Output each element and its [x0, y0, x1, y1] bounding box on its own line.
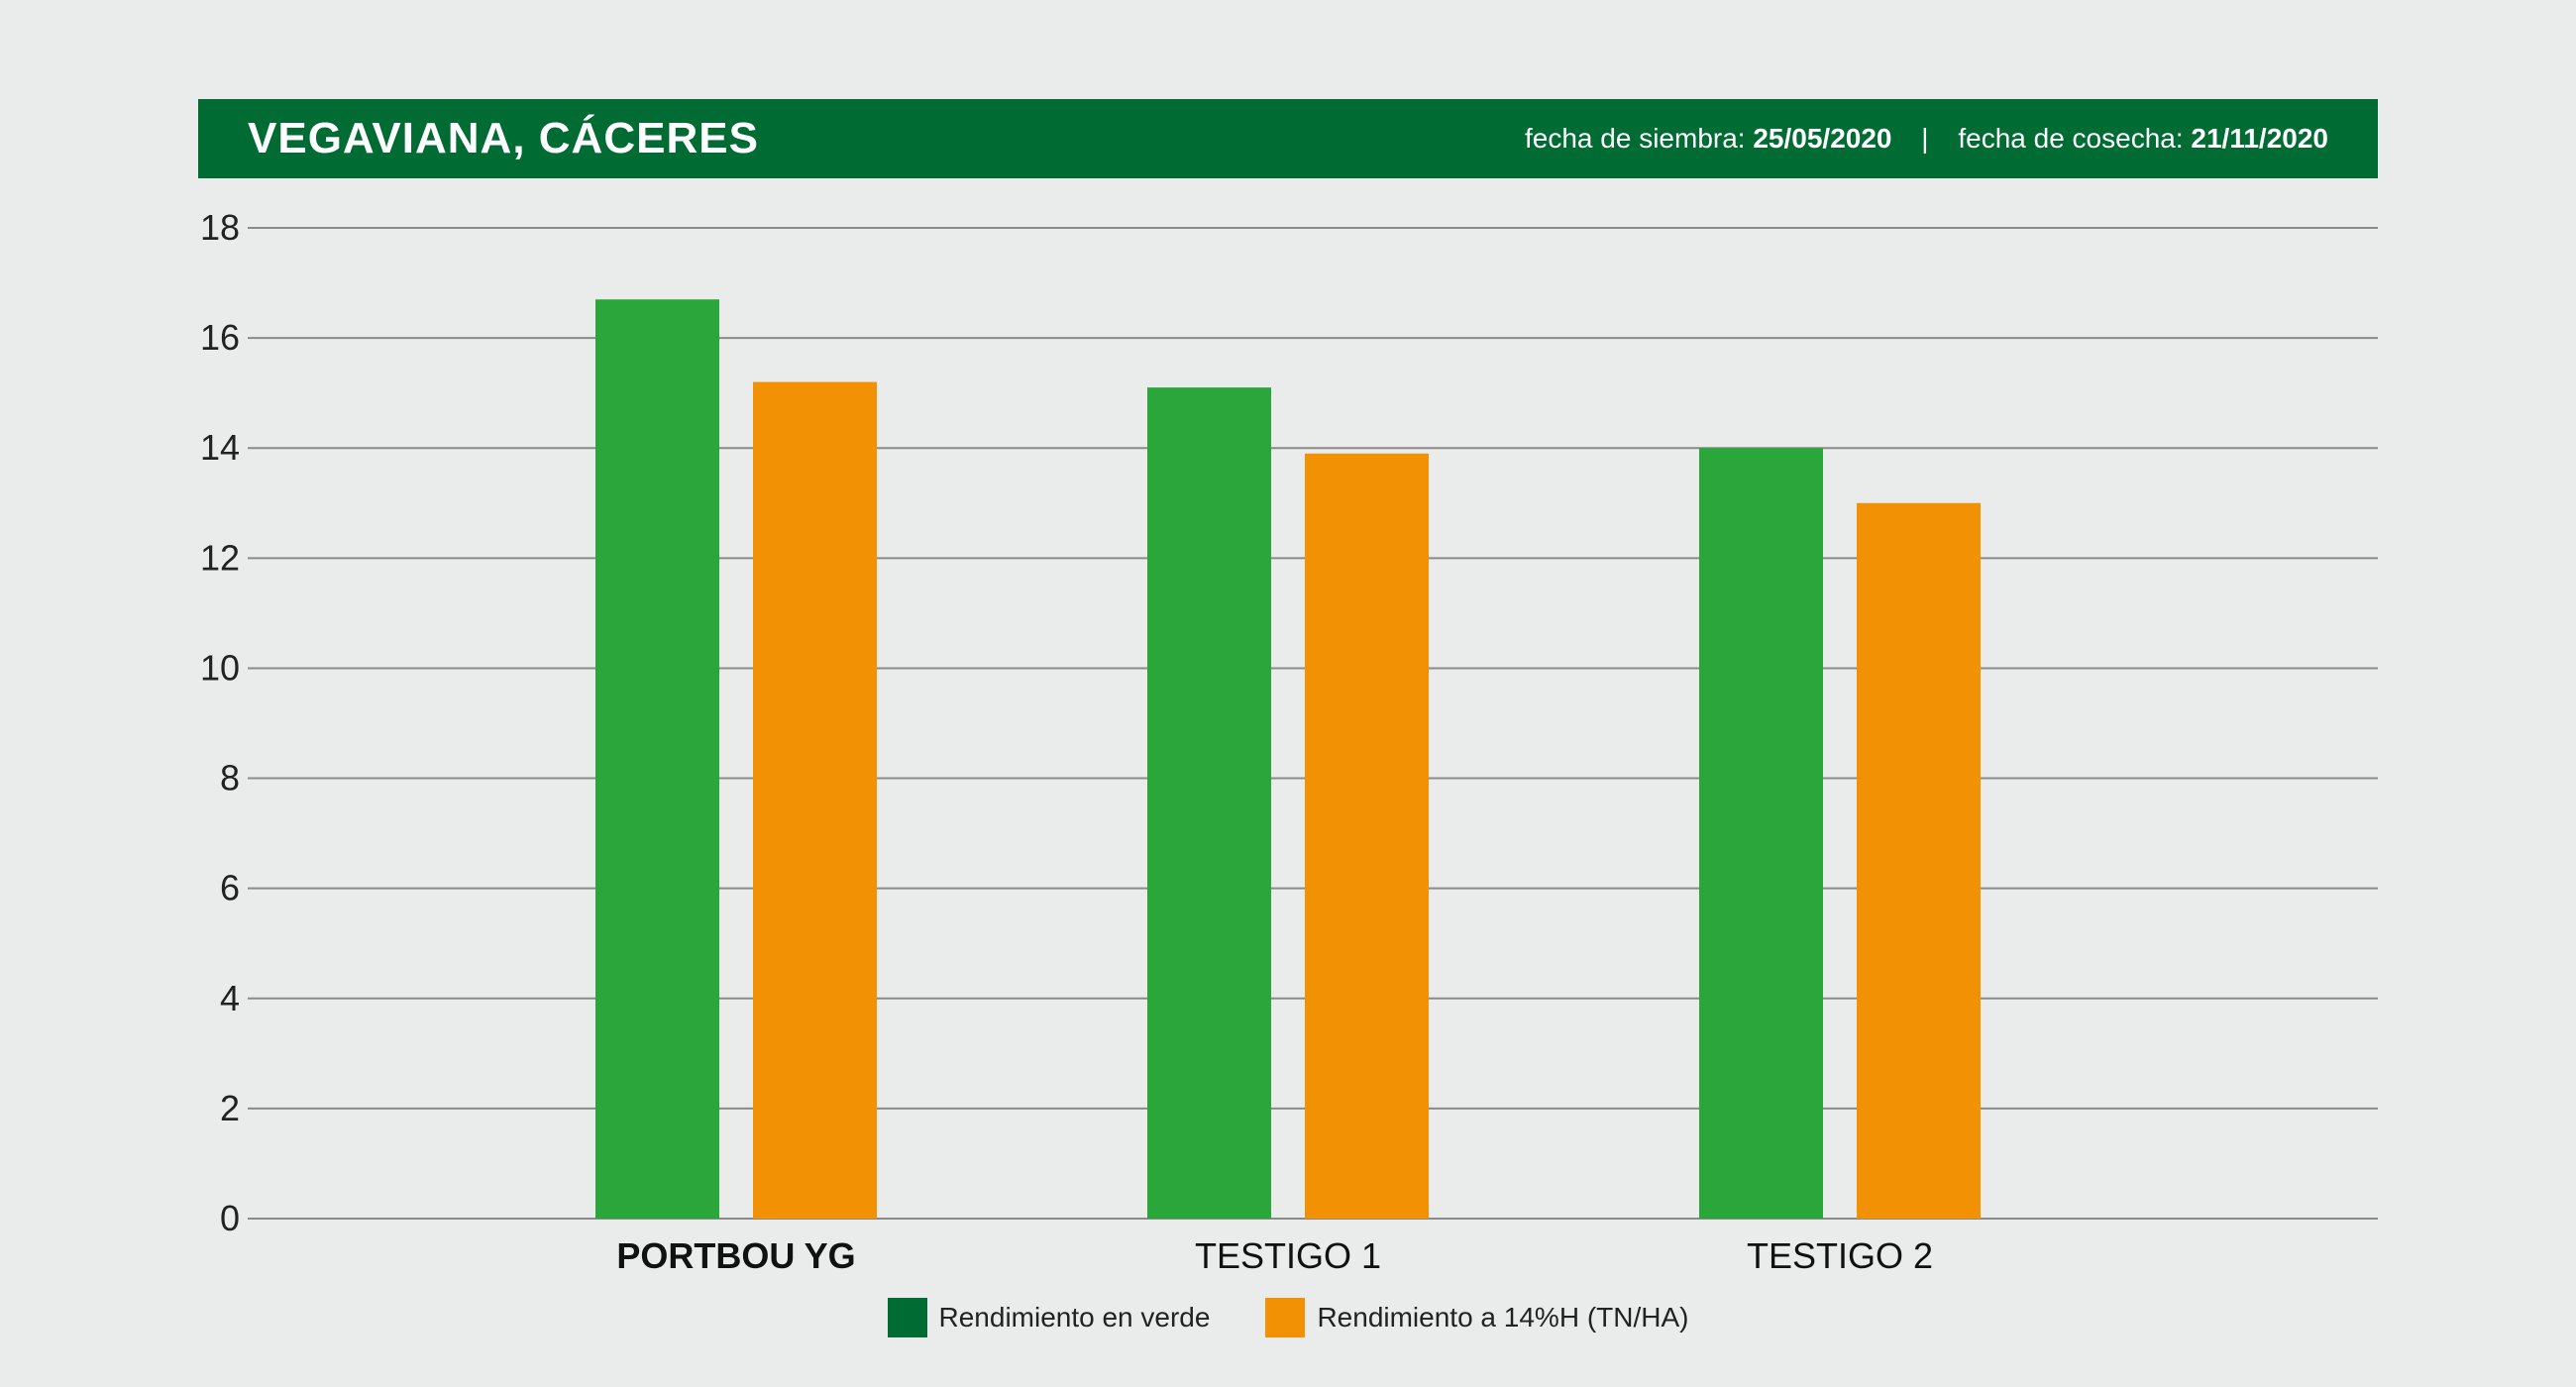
- bar-14h: [753, 381, 877, 1219]
- y-tick-label: 6: [220, 868, 240, 908]
- date-separator: |: [1921, 123, 1929, 154]
- y-tick-label: 16: [200, 317, 240, 358]
- legend-swatch-14h: [1265, 1298, 1306, 1337]
- harvest-date: 21/11/2020: [2191, 123, 2328, 154]
- chart-header: VEGAVIANA, CÁCERES fecha de siembra: 25/…: [198, 99, 2378, 178]
- bar-14h: [1857, 502, 1981, 1219]
- y-tick-label: 10: [200, 647, 240, 688]
- y-tick-label: 14: [200, 427, 240, 468]
- legend-item-14h: Rendimiento a 14%H (TN/HA): [1265, 1298, 1688, 1337]
- x-category-label: PORTBOU YG: [616, 1235, 855, 1276]
- sowing-label: fecha de siembra:: [1525, 123, 1746, 154]
- y-tick-label: 12: [200, 537, 240, 578]
- chart-title: VEGAVIANA, CÁCERES: [248, 114, 759, 162]
- bar-verde: [1147, 387, 1271, 1220]
- y-tick-label: 0: [220, 1198, 240, 1238]
- y-tick-label: 8: [220, 758, 240, 799]
- y-tick-label: 2: [220, 1088, 240, 1128]
- legend-label-verde: Rendimiento en verde: [938, 1302, 1211, 1333]
- legend-item-verde: Rendimiento en verde: [887, 1298, 1211, 1337]
- y-tick-label: 4: [220, 978, 240, 1018]
- harvest-label: fecha de cosecha:: [1958, 123, 2184, 154]
- x-category-label: TESTIGO 2: [1747, 1235, 1933, 1276]
- legend-label-14h: Rendimiento a 14%H (TN/HA): [1317, 1302, 1689, 1333]
- sowing-date: 25/05/2020: [1753, 123, 1892, 154]
- y-tick-label: 18: [200, 207, 240, 248]
- header-dates: fecha de siembra: 25/05/2020 | fecha de …: [1525, 99, 2328, 178]
- legend: Rendimiento en verde Rendimiento a 14%H …: [0, 1298, 2576, 1337]
- bar-chart: 0 2 4 6 8 10 12 14 16 18 PORTBOU YG TESTIGO 1 TESTIG…: [200, 207, 2378, 1276]
- bar-verde: [595, 299, 719, 1219]
- bar-verde: [1699, 448, 1823, 1219]
- x-category-label: TESTIGO 1: [1195, 1235, 1381, 1276]
- legend-swatch-verde: [887, 1298, 927, 1337]
- bar-14h: [1305, 453, 1429, 1219]
